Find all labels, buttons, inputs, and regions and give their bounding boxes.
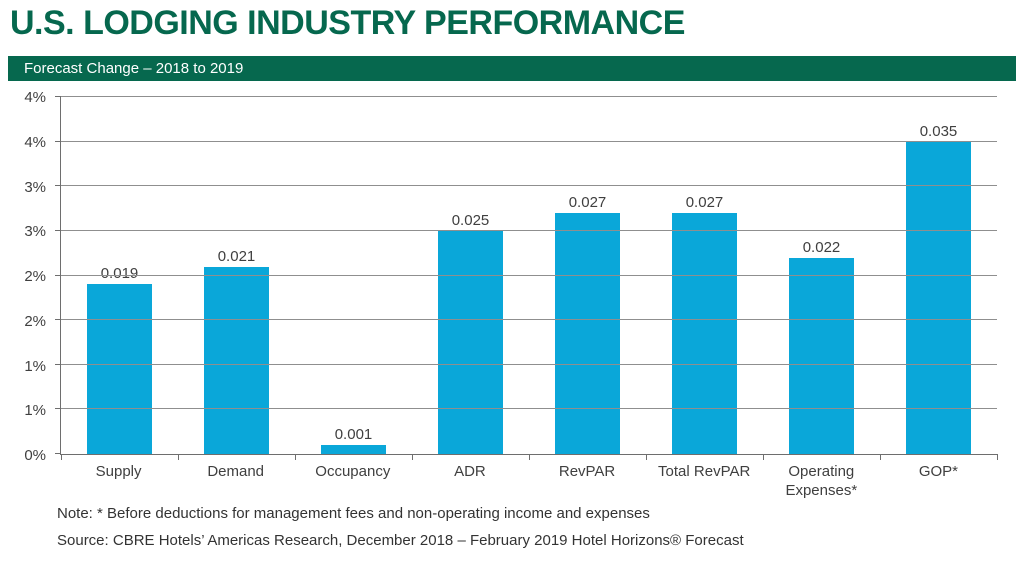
bar-value-label: 0.001: [334, 426, 373, 444]
y-axis-label: 1%: [24, 402, 46, 420]
y-axis-tick: [55, 453, 61, 454]
page-title: U.S. LODGING INDUSTRY PERFORMANCE: [10, 4, 685, 42]
bar-slot: 0.022: [763, 97, 880, 454]
gridline: [61, 274, 997, 276]
bar-value-label: 0.021: [217, 247, 256, 265]
bar-value-label: 0.027: [568, 194, 607, 212]
bar-adr: [437, 230, 504, 454]
source-text: Source: CBRE Hotels’ Americas Research, …: [57, 532, 744, 549]
gridline: [61, 140, 997, 142]
gridline: [61, 185, 997, 187]
y-axis-tick: [55, 408, 61, 410]
bar-occupancy: [320, 445, 387, 454]
bar-slot: 0.027: [529, 97, 646, 454]
bar-slot: 0.027: [646, 97, 763, 454]
x-axis-label: Total RevPAR: [658, 463, 751, 480]
y-axis-tick: [55, 319, 61, 321]
x-axis-label: Supply: [95, 463, 142, 480]
y-axis-label: 3%: [24, 178, 46, 196]
x-axis-label: RevPAR: [558, 463, 616, 480]
bars-row: 0.019 0.021 0.001 0.025 0.027 0.027 0.022 0.035: [61, 97, 997, 454]
x-axis-label: Operating Expenses*: [785, 463, 858, 499]
bar-value-label: 0.019: [100, 265, 139, 283]
y-axis-label: 3%: [24, 223, 46, 241]
y-axis-label: 0%: [24, 447, 46, 464]
bar-slot: 0.001: [295, 97, 412, 454]
x-axis-tick: [646, 454, 647, 460]
bar-revpar: [554, 213, 621, 454]
x-axis-tick: [880, 454, 881, 460]
bar-operating-expenses: [788, 257, 855, 454]
y-axis-tick: [55, 185, 61, 187]
gridline: [61, 363, 997, 365]
banner-forecast-change: Forecast Change – 2018 to 2019: [8, 56, 1016, 81]
note-text: Note: * Before deductions for management…: [57, 505, 650, 522]
y-axis-label: 4%: [24, 133, 46, 151]
x-axis-labels: Supply Demand Occupancy ADR RevPAR Total RevP…: [60, 462, 997, 500]
bar-slot: 0.025: [412, 97, 529, 454]
bar-supply: [86, 284, 153, 454]
x-axis-label: Occupancy: [315, 463, 391, 480]
bar-demand: [203, 266, 270, 454]
bar-slot: 0.019: [61, 97, 178, 454]
y-axis-label: 2%: [24, 312, 46, 330]
bar-value-label: 0.022: [802, 238, 841, 256]
y-axis-labels: 0% 1% 1% 2% 2% 3% 3% 4% 4%: [0, 89, 54, 464]
y-axis-label: 2%: [24, 268, 46, 285]
x-axis-tick: [178, 454, 179, 460]
y-axis-label: 4%: [24, 89, 46, 106]
x-axis-label: ADR: [454, 463, 486, 480]
bar-total-revpar: [671, 213, 738, 454]
bar-value-label: 0.027: [685, 194, 724, 212]
gridline: [61, 229, 997, 231]
bar-slot: 0.035: [880, 97, 997, 454]
bar-slot: 0.021: [178, 97, 295, 454]
gridline: [61, 319, 997, 321]
plot-area: 0.019 0.021 0.001 0.025 0.027 0.027 0.022 0.035: [55, 96, 998, 460]
x-axis-tick: [412, 454, 413, 460]
x-axis-label: Demand: [207, 463, 265, 480]
x-axis-tick: [295, 454, 296, 460]
y-axis-tick: [55, 274, 61, 276]
x-axis-tick: [763, 454, 764, 460]
x-axis-label: GOP*: [918, 463, 959, 480]
x-axis-tick: [529, 454, 530, 460]
x-axis-tick: [997, 454, 998, 460]
x-axis-tick: [61, 454, 62, 460]
y-axis-tick: [55, 96, 61, 97]
y-axis-tick: [55, 140, 61, 142]
bar-value-label: 0.025: [451, 211, 490, 229]
bar-value-label: 0.035: [919, 122, 958, 140]
y-axis-tick: [55, 229, 61, 231]
gridline: [61, 408, 997, 410]
y-axis-tick: [55, 363, 61, 365]
y-axis-label: 1%: [24, 357, 46, 375]
bar-gop: [905, 141, 972, 454]
gridline: [61, 96, 997, 97]
